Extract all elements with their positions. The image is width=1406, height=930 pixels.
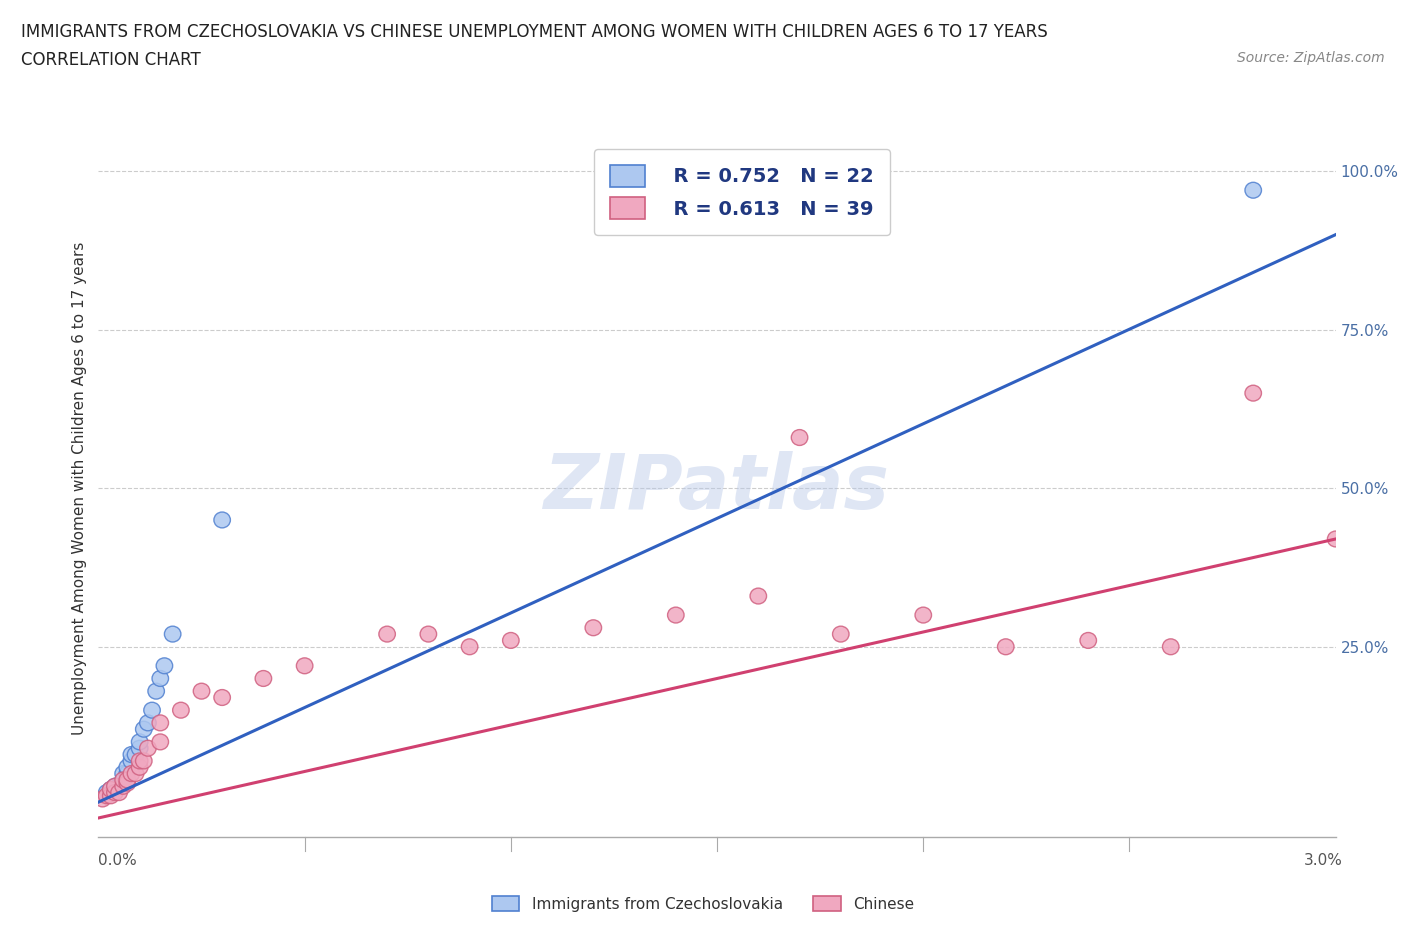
- Ellipse shape: [131, 759, 148, 776]
- Ellipse shape: [98, 788, 115, 804]
- Ellipse shape: [193, 684, 209, 699]
- Ellipse shape: [103, 781, 120, 797]
- Text: IMMIGRANTS FROM CZECHOSLOVAKIA VS CHINESE UNEMPLOYMENT AMONG WOMEN WITH CHILDREN: IMMIGRANTS FROM CZECHOSLOVAKIA VS CHINES…: [21, 23, 1047, 41]
- Ellipse shape: [131, 740, 148, 756]
- Ellipse shape: [156, 658, 173, 673]
- Ellipse shape: [148, 684, 165, 699]
- Ellipse shape: [111, 778, 128, 794]
- Ellipse shape: [115, 772, 131, 788]
- Ellipse shape: [165, 626, 181, 642]
- Ellipse shape: [115, 765, 131, 781]
- Ellipse shape: [152, 715, 169, 731]
- Ellipse shape: [94, 791, 111, 807]
- Ellipse shape: [120, 759, 135, 776]
- Ellipse shape: [297, 658, 314, 673]
- Ellipse shape: [152, 671, 169, 686]
- Ellipse shape: [131, 753, 148, 769]
- Ellipse shape: [173, 702, 190, 718]
- Legend: Immigrants from Czechoslovakia, Chinese: Immigrants from Czechoslovakia, Chinese: [485, 889, 921, 918]
- Legend:   R = 0.752   N = 22,   R = 0.613   N = 39: R = 0.752 N = 22, R = 0.613 N = 39: [595, 149, 890, 235]
- Ellipse shape: [103, 781, 120, 797]
- Ellipse shape: [107, 785, 124, 801]
- Ellipse shape: [378, 626, 395, 642]
- Ellipse shape: [254, 671, 271, 686]
- Ellipse shape: [120, 772, 135, 788]
- Ellipse shape: [128, 765, 143, 781]
- Ellipse shape: [131, 734, 148, 750]
- Ellipse shape: [502, 632, 519, 648]
- Ellipse shape: [585, 619, 602, 636]
- Ellipse shape: [139, 715, 156, 731]
- Text: ZIPatlas: ZIPatlas: [544, 451, 890, 525]
- Ellipse shape: [124, 747, 139, 763]
- Text: 3.0%: 3.0%: [1303, 853, 1343, 868]
- Ellipse shape: [461, 639, 478, 655]
- Ellipse shape: [111, 785, 128, 801]
- Y-axis label: Unemployment Among Women with Children Ages 6 to 17 years: Unemployment Among Women with Children A…: [72, 242, 87, 735]
- Ellipse shape: [143, 702, 160, 718]
- Ellipse shape: [832, 626, 849, 642]
- Text: CORRELATION CHART: CORRELATION CHART: [21, 51, 201, 69]
- Ellipse shape: [135, 722, 152, 737]
- Ellipse shape: [120, 765, 135, 781]
- Ellipse shape: [1244, 182, 1261, 198]
- Ellipse shape: [1244, 385, 1261, 401]
- Ellipse shape: [1080, 632, 1097, 648]
- Ellipse shape: [997, 639, 1014, 655]
- Ellipse shape: [214, 512, 231, 528]
- Ellipse shape: [128, 747, 143, 763]
- Ellipse shape: [1163, 639, 1180, 655]
- Ellipse shape: [792, 430, 808, 445]
- Ellipse shape: [124, 765, 139, 781]
- Ellipse shape: [98, 785, 115, 801]
- Ellipse shape: [152, 734, 169, 750]
- Ellipse shape: [749, 588, 766, 604]
- Ellipse shape: [1327, 531, 1344, 547]
- Ellipse shape: [115, 778, 131, 794]
- Ellipse shape: [107, 778, 124, 794]
- Ellipse shape: [120, 776, 135, 791]
- Ellipse shape: [107, 778, 124, 794]
- Ellipse shape: [115, 772, 131, 788]
- Text: Source: ZipAtlas.com: Source: ZipAtlas.com: [1237, 51, 1385, 65]
- Text: 0.0%: 0.0%: [98, 853, 138, 868]
- Ellipse shape: [668, 607, 685, 623]
- Ellipse shape: [420, 626, 437, 642]
- Ellipse shape: [103, 788, 120, 804]
- Ellipse shape: [214, 689, 231, 706]
- Ellipse shape: [139, 740, 156, 756]
- Ellipse shape: [915, 607, 932, 623]
- Ellipse shape: [124, 753, 139, 769]
- Ellipse shape: [135, 753, 152, 769]
